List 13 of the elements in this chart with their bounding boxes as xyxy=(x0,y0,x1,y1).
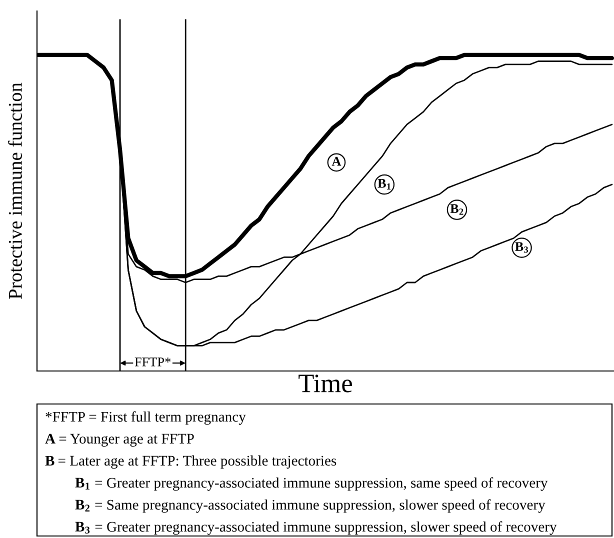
y-axis-title: Protective immune function xyxy=(8,82,22,299)
text: B$_{3}$ = Greater pregnancy-associated immune suppression, slower speed of recovery xyxy=(75,521,557,535)
text: B$_{1}$ = Greater pregnancy-associated immune suppression, same speed of recovery xyxy=(75,477,548,491)
series-label: A xyxy=(332,156,342,166)
text: A = Younger age at FFTP xyxy=(45,434,194,447)
series-label: B$_{1}$ xyxy=(378,178,391,190)
series-label: B$_{3}$ xyxy=(515,242,528,253)
text: *FFTP = First full term pregnancy xyxy=(46,411,246,425)
text: B = Later age at FFTP: Three possible trajectories xyxy=(45,455,336,469)
annotation: FFTP* xyxy=(134,358,171,366)
x-axis-title: Time xyxy=(298,374,352,392)
text: B$_{2}$ = Same pregnancy-associated immune suppression, slower speed of recovery xyxy=(75,499,546,513)
series-label: B$_{2}$ xyxy=(450,204,464,215)
